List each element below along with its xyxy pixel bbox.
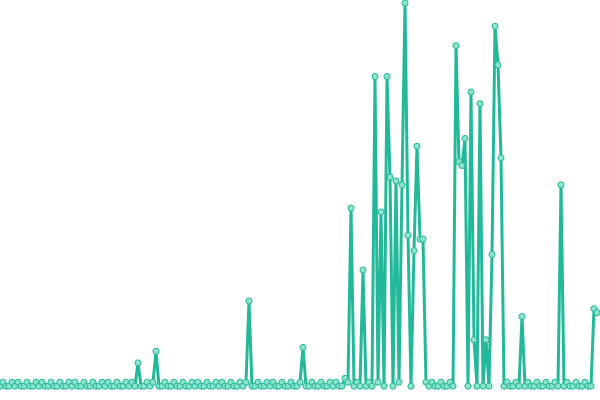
data-point <box>482 336 490 344</box>
data-point <box>368 382 376 390</box>
data-point <box>398 181 406 189</box>
data-point <box>491 22 499 30</box>
data-point <box>347 204 355 212</box>
data-point <box>593 309 600 317</box>
data-point <box>515 382 523 390</box>
data-point <box>404 231 412 239</box>
data-point <box>407 382 415 390</box>
data-point <box>383 73 391 81</box>
data-point <box>410 247 418 255</box>
data-point <box>554 382 562 390</box>
data-point <box>497 154 505 162</box>
data-point <box>299 343 307 351</box>
data-point <box>392 177 400 185</box>
data-point <box>338 382 346 390</box>
data-line <box>0 1 599 388</box>
data-point <box>557 181 565 189</box>
data-point <box>470 336 478 344</box>
data-point <box>359 266 367 274</box>
data-point <box>449 382 457 390</box>
data-point <box>395 378 403 386</box>
data-point <box>296 378 304 386</box>
data-point <box>413 142 421 150</box>
data-point <box>467 88 475 96</box>
data-point <box>479 382 487 390</box>
data-point <box>587 382 595 390</box>
data-point <box>464 382 472 390</box>
data-point <box>377 208 385 216</box>
data-point <box>452 42 460 50</box>
data-point <box>245 297 253 305</box>
data-point <box>401 0 409 7</box>
data-point <box>149 378 157 386</box>
data-point <box>152 347 160 355</box>
data-point <box>374 378 382 386</box>
data-point <box>134 359 142 367</box>
data-point <box>461 134 469 142</box>
data-point <box>476 100 484 108</box>
data-point <box>344 378 352 386</box>
data-point <box>518 312 526 320</box>
data-point <box>419 235 427 243</box>
data-point <box>473 382 481 390</box>
data-point <box>371 73 379 81</box>
data-point <box>242 378 250 386</box>
data-point <box>494 61 502 69</box>
data-point <box>458 162 466 170</box>
data-point <box>131 382 139 390</box>
data-point <box>488 251 496 259</box>
data-point <box>356 382 364 390</box>
data-point <box>485 382 493 390</box>
data-point <box>386 173 394 181</box>
data-point <box>380 382 388 390</box>
data-point <box>389 382 397 390</box>
